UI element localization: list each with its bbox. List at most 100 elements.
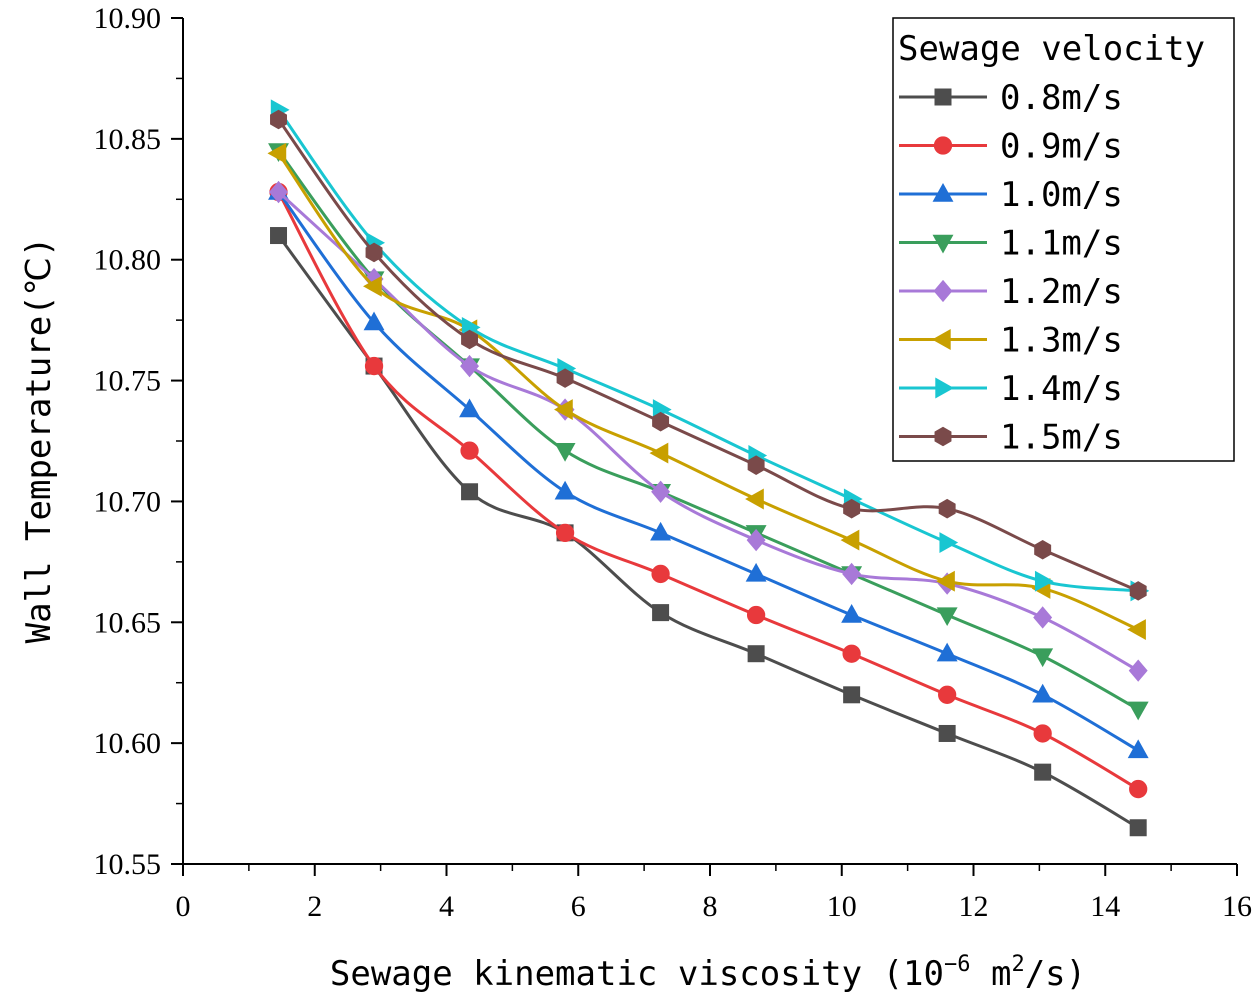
x-tick-label: 2 [307, 890, 322, 923]
data-point [745, 488, 764, 510]
legend-items: 0.8m/s 0.9m/s 1.0m/s 1.1m/s 1.2m/s 1.3m/s 1.4m… [899, 78, 1123, 458]
data-point [554, 480, 576, 500]
data-point [842, 644, 861, 663]
legend-item: 1.5m/s [899, 418, 1123, 458]
data-point [843, 498, 861, 519]
data-point [1127, 739, 1149, 759]
data-point [364, 356, 384, 376]
data-point [841, 604, 863, 623]
legend-label: 1.2m/s [1000, 272, 1123, 312]
data-point [651, 564, 670, 584]
legend-label: 1.5m/s [1000, 418, 1123, 458]
data-point [1127, 619, 1146, 640]
data-point [746, 605, 766, 625]
data-point [460, 354, 480, 378]
data-point [843, 686, 861, 704]
legend-label: 1.0m/s [1000, 175, 1123, 215]
data-point [267, 142, 287, 164]
x-axis-ticks: 0 2 4 6 8 10 12 14 16 [176, 864, 1252, 923]
series-1.3m/s [267, 142, 1146, 640]
series-line [277, 191, 1139, 791]
legend-swatch-marker [931, 329, 951, 350]
series-line [277, 191, 1139, 752]
legend-label: 0.9m/s [1000, 127, 1123, 167]
data-point [1128, 659, 1148, 682]
data-point [1033, 724, 1052, 743]
x-title-exp: −6 [944, 952, 971, 977]
data-point [1033, 606, 1053, 629]
series-1.0m/s [268, 181, 1149, 759]
x-tick-label: 14 [1090, 890, 1120, 923]
x-tick-label: 16 [1222, 890, 1252, 923]
legend-swatch-marker [935, 377, 955, 399]
series-line [277, 190, 1139, 672]
x-title-unit: m [970, 954, 1011, 992]
x-title-main: Sewage kinematic viscosity (10 [330, 954, 944, 992]
legend-swatch-marker [933, 279, 953, 303]
y-axis-ticks: 10.55 10.60 10.65 10.70 10.75 10.80 10.85 10.90 [94, 2, 183, 881]
data-point [1032, 683, 1054, 703]
data-point [363, 275, 382, 297]
data-point [270, 109, 287, 130]
legend-label: 1.3m/s [1000, 321, 1123, 361]
data-point [938, 724, 956, 742]
data-point [652, 411, 670, 432]
data-point [651, 480, 671, 503]
legend-label: 0.8m/s [1000, 78, 1123, 118]
series-layer [267, 99, 1150, 837]
data-point [269, 180, 288, 204]
data-point [555, 523, 575, 542]
legend-item: 1.2m/s [899, 272, 1123, 312]
legend-item: 1.0m/s [899, 175, 1123, 215]
legend-item: 1.1m/s [899, 224, 1123, 264]
data-point [936, 607, 958, 627]
legend-item: 1.4m/s [899, 369, 1123, 409]
data-point [1034, 570, 1054, 592]
legend-item: 0.9m/s [899, 127, 1123, 167]
y-tick-label: 10.85 [94, 123, 162, 156]
y-tick-label: 10.90 [94, 2, 162, 35]
data-point [652, 604, 670, 622]
data-point [556, 368, 574, 388]
data-point [1034, 763, 1052, 781]
x-tick-label: 0 [176, 890, 191, 923]
x-tick-label: 10 [827, 890, 857, 923]
series-0.9m/s [269, 182, 1148, 799]
data-point [745, 562, 767, 582]
data-point [461, 329, 479, 350]
data-point [1129, 779, 1148, 799]
data-point [747, 645, 765, 663]
legend-swatch-marker [934, 88, 952, 106]
legend-swatch-marker [933, 136, 953, 155]
y-tick-label: 10.75 [94, 365, 162, 398]
data-point [939, 532, 959, 553]
data-point [363, 311, 385, 331]
legend-swatch-marker [934, 426, 952, 447]
legend-swatch-marker [932, 182, 954, 202]
legend: Sewage velocity 0.8m/s 0.9m/s 1.0m/s 1.1m/s… [892, 17, 1235, 462]
legend-swatch-marker [932, 234, 954, 254]
x-axis-title: Sewage kinematic viscosity (10−6 m2/s) [330, 952, 1086, 992]
y-axis-title: Wall Temperature(℃) [19, 237, 59, 644]
data-point [747, 455, 765, 475]
data-point [842, 562, 862, 586]
data-point [554, 399, 573, 421]
x-tick-label: 8 [703, 890, 718, 923]
legend-label: 1.4m/s [1000, 369, 1123, 409]
data-point [938, 498, 956, 519]
legend-item: 0.8m/s [899, 78, 1123, 118]
legend-title: Sewage velocity [898, 29, 1205, 69]
data-point [650, 521, 672, 541]
data-point [461, 483, 479, 501]
series-1.5m/s [270, 109, 1147, 601]
x-tick-label: 6 [571, 890, 586, 923]
y-tick-label: 10.55 [94, 848, 162, 881]
data-point [1129, 819, 1147, 837]
data-point [365, 242, 383, 263]
series-line [277, 152, 1139, 631]
x-title-tail: /s) [1025, 954, 1086, 992]
series-line [277, 118, 1139, 593]
legend-label: 1.1m/s [1000, 224, 1123, 264]
series-line [277, 108, 1139, 593]
